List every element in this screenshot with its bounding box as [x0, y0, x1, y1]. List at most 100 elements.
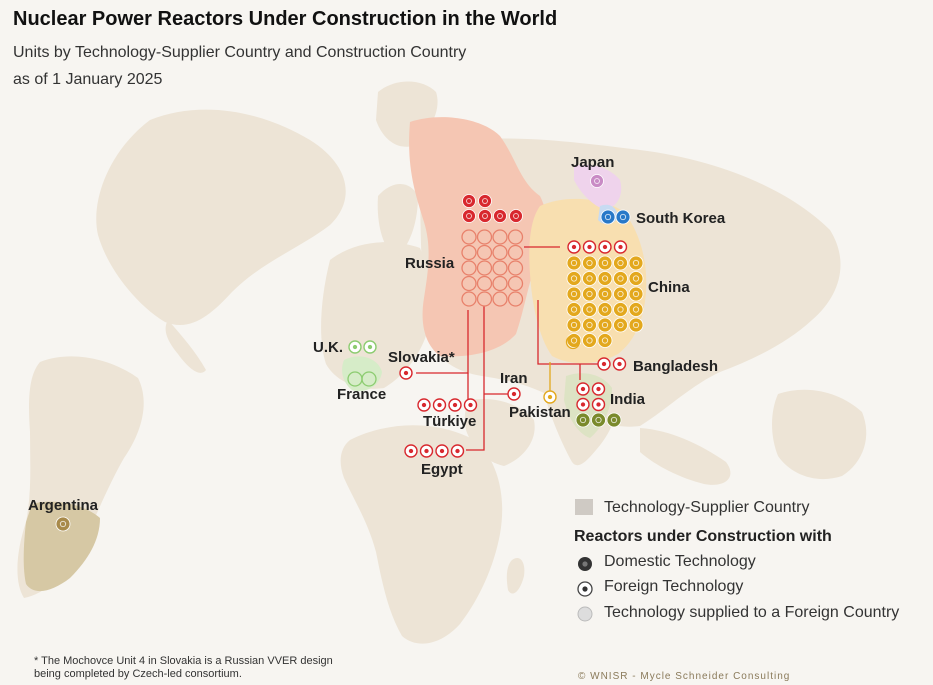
- turkiye-foreign-unit: [432, 398, 447, 412]
- legend-foreign-icon: [577, 581, 593, 597]
- china-domestic-unit: [628, 255, 644, 271]
- africa-shape: [340, 425, 503, 644]
- south-korea-domestic-unit: [615, 209, 631, 225]
- label-egypt: Egypt: [421, 461, 463, 478]
- china-domestic-unit: [597, 271, 613, 286]
- russia-domestic-unit: [462, 209, 476, 223]
- india-domestic-unit: [575, 412, 591, 428]
- label-china: China: [648, 279, 690, 296]
- russia-supplied-unit: [461, 244, 477, 261]
- reactor-units: [55, 174, 644, 532]
- turkiye-foreign-unit: [463, 398, 478, 412]
- china-domestic-unit: [613, 286, 628, 302]
- pakistan-foreign-unit: [543, 390, 557, 404]
- legend-supplier-swatch: [575, 499, 593, 515]
- china-domestic-unit: [582, 302, 597, 317]
- uk-island-shape: [333, 317, 356, 346]
- china-domestic-unit: [566, 317, 582, 333]
- page-subtitle: Units by Technology-Supplier Country and…: [13, 44, 467, 61]
- india-foreign-unit: [591, 397, 606, 412]
- egypt-foreign-unit: [404, 444, 418, 458]
- india-foreign-unit: [591, 382, 606, 396]
- russia-domestic-unit: [493, 209, 507, 223]
- russia-supplied-unit: [476, 260, 493, 276]
- slovakia-foreign-unit: [399, 366, 413, 380]
- china-domestic-unit: [566, 271, 582, 286]
- china-domestic-unit: [582, 317, 597, 333]
- turkiye-foreign-unit: [417, 398, 431, 412]
- russia-supplied-unit: [476, 229, 493, 245]
- russia-supplied-unit: [476, 275, 493, 292]
- madagascar-shape: [506, 557, 525, 594]
- china-domestic-unit: [628, 286, 644, 302]
- credit: © WNISR - Mycle Schneider Consulting: [578, 671, 791, 682]
- label-india: India: [610, 391, 646, 408]
- footnote: * The Mochovce Unit 4 in Slovakia is a R…: [34, 655, 333, 681]
- china-domestic-unit: [582, 255, 597, 271]
- label-pakistan: Pakistan: [509, 404, 571, 421]
- label-slovakia: Slovakia*: [388, 349, 455, 366]
- argentina-domestic-unit: [55, 516, 71, 532]
- france-supplier-area: [342, 356, 382, 392]
- scandinavia-shape: [377, 184, 418, 258]
- legend-supplier-label: Technology-Supplier Country: [604, 499, 810, 516]
- central-america-shape: [165, 320, 206, 373]
- russia-domestic-unit: [478, 209, 492, 223]
- japan-domestic-unit: [590, 174, 604, 188]
- france-supplied-unit: [361, 371, 377, 387]
- china-domestic-unit: [628, 271, 644, 286]
- footnote-line-1: * The Mochovce Unit 4 in Slovakia is a R…: [34, 655, 333, 667]
- china-domestic-unit: [566, 286, 582, 302]
- egypt-foreign-unit: [419, 444, 434, 458]
- china-domestic-unit: [613, 255, 628, 271]
- russia-supplied-unit: [461, 260, 477, 276]
- china-domestic-unit: [597, 286, 613, 302]
- russia-supplied-unit: [507, 229, 524, 245]
- china-domestic-unit: [566, 255, 582, 271]
- label-uk: U.K.: [313, 339, 343, 356]
- china-foreign-unit: [567, 240, 581, 254]
- label-iran: Iran: [500, 370, 528, 387]
- uk-foreign-unit: [348, 340, 362, 354]
- china-foreign-unit: [582, 240, 597, 254]
- china-foreign-unit: [613, 240, 628, 254]
- australia-shape: [772, 389, 867, 480]
- legend-foreign-label: Foreign Technology: [604, 578, 744, 595]
- russia-supplied-unit: [492, 260, 508, 276]
- bangladesh-foreign-unit: [612, 357, 627, 371]
- egypt-foreign-unit: [450, 444, 465, 458]
- india-domestic-unit: [591, 412, 606, 428]
- india-domestic-unit: [606, 412, 622, 428]
- legend-domestic-label: Domestic Technology: [604, 553, 756, 570]
- russia-to-bangladesh-connector: [537, 300, 598, 365]
- russia-domestic-unit: [478, 194, 492, 208]
- russia-supplied-unit: [492, 244, 508, 261]
- china-supplied-unit: [565, 334, 581, 350]
- russia-supplied-unit: [492, 291, 508, 307]
- india-foreign-unit: [576, 382, 590, 396]
- russia-to-egypt-connector: [466, 306, 485, 451]
- russia-supplier-area: [409, 117, 548, 357]
- southeast-asia-shape: [640, 428, 731, 485]
- china-domestic-unit: [613, 302, 628, 317]
- label-japan: Japan: [571, 154, 615, 171]
- china-domestic-unit: [628, 302, 644, 317]
- china-domestic-unit: [597, 333, 613, 348]
- south-korea-domestic-unit: [600, 209, 616, 225]
- china-domestic-unit: [613, 317, 628, 333]
- russia-supplied-unit: [476, 291, 493, 307]
- uk-foreign-unit: [363, 340, 377, 354]
- russia-supplied-unit: [507, 260, 524, 276]
- europe-shape: [321, 242, 430, 389]
- russia-supplied-unit: [507, 244, 524, 261]
- russia-supplied-unit: [461, 291, 477, 307]
- label-argentina: Argentina: [28, 497, 99, 514]
- china-domestic-unit: [597, 317, 613, 333]
- egypt-foreign-unit: [435, 444, 449, 458]
- russia-supplied-unit: [507, 291, 524, 307]
- turkiye-foreign-unit: [448, 398, 462, 412]
- russia-supplied-unit: [492, 275, 508, 292]
- russia-supplied-unit: [507, 275, 524, 292]
- label-turkiye: Türkiye: [423, 413, 477, 430]
